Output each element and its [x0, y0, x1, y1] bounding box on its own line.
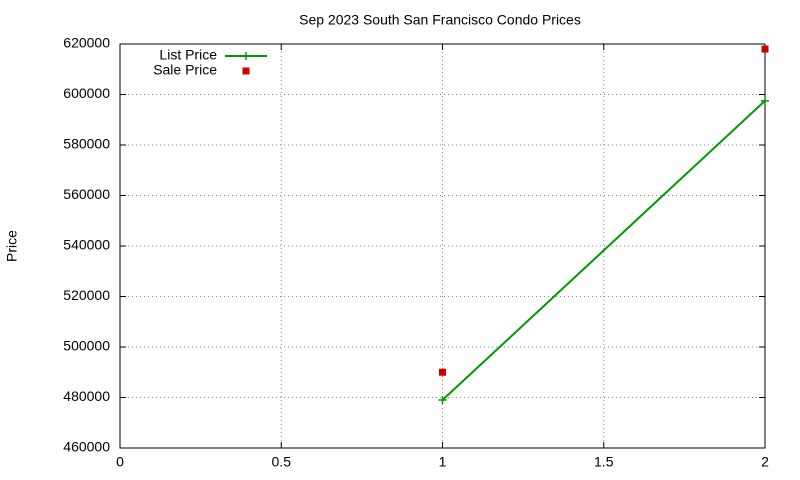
x-tick-label: 2 [761, 454, 769, 470]
y-tick-label: 560000 [63, 186, 110, 202]
series-line [441, 100, 766, 401]
y-tick-label: 460000 [63, 439, 110, 455]
point-marker [439, 368, 446, 376]
y-axis-label: Price [4, 230, 20, 262]
legend-swatch [242, 67, 250, 75]
y-tick-label: 500000 [63, 338, 110, 354]
x-tick-label: 0 [116, 454, 124, 470]
y-tick-label: 480000 [63, 388, 110, 404]
point-marker [761, 96, 769, 105]
legend-label: List Price [159, 47, 217, 63]
point-marker [761, 45, 769, 53]
chart-title: Sep 2023 South San Francisco Condo Price… [299, 12, 581, 28]
x-tick-label: 0.5 [272, 454, 292, 470]
y-tick-label: 520000 [63, 287, 110, 303]
plot-frame [119, 43, 766, 449]
legend-label: Sale Price [153, 62, 217, 78]
x-tick-label: 1.5 [594, 454, 614, 470]
y-tick-label: 580000 [63, 136, 110, 152]
y-tick-label: 600000 [63, 85, 110, 101]
legend-swatch [242, 52, 250, 60]
y-tick-label: 540000 [63, 237, 110, 253]
x-tick-label: 1 [439, 454, 447, 470]
y-tick-label: 620000 [63, 35, 110, 51]
point-marker [438, 396, 447, 405]
